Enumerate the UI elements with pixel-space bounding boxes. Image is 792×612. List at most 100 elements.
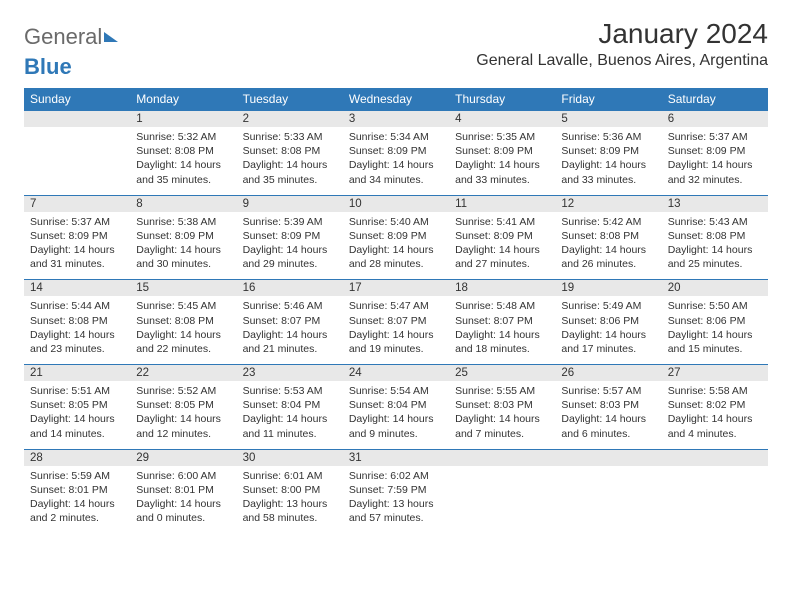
calendar-day: 11Sunrise: 5:41 AMSunset: 8:09 PMDayligh…	[449, 195, 555, 280]
location: General Lavalle, Buenos Aires, Argentina	[476, 52, 768, 70]
daylight: Daylight: 14 hours and 14 minutes.	[30, 412, 124, 440]
calendar-day: 8Sunrise: 5:38 AMSunset: 8:09 PMDaylight…	[130, 195, 236, 280]
calendar-day: 10Sunrise: 5:40 AMSunset: 8:09 PMDayligh…	[343, 195, 449, 280]
day-body: Sunrise: 5:48 AMSunset: 8:07 PMDaylight:…	[449, 296, 555, 364]
daylight: Daylight: 14 hours and 31 minutes.	[30, 243, 124, 271]
day-number: 26	[555, 365, 661, 381]
daylight: Daylight: 13 hours and 57 minutes.	[349, 497, 443, 525]
sunset: Sunset: 8:08 PM	[243, 144, 337, 158]
sunset: Sunset: 8:03 PM	[455, 398, 549, 412]
daylight: Daylight: 14 hours and 19 minutes.	[349, 328, 443, 356]
day-body: Sunrise: 5:58 AMSunset: 8:02 PMDaylight:…	[662, 381, 768, 449]
day-number: 17	[343, 280, 449, 296]
daylight: Daylight: 14 hours and 0 minutes.	[136, 497, 230, 525]
calendar-day: 20Sunrise: 5:50 AMSunset: 8:06 PMDayligh…	[662, 280, 768, 365]
sunset: Sunset: 8:08 PM	[136, 314, 230, 328]
daylight: Daylight: 14 hours and 25 minutes.	[668, 243, 762, 271]
sunset: Sunset: 8:05 PM	[30, 398, 124, 412]
sunrise: Sunrise: 5:59 AM	[30, 469, 124, 483]
sunset: Sunset: 8:04 PM	[243, 398, 337, 412]
sunset: Sunset: 8:09 PM	[349, 229, 443, 243]
sunrise: Sunrise: 5:48 AM	[455, 299, 549, 313]
calendar-day: 26Sunrise: 5:57 AMSunset: 8:03 PMDayligh…	[555, 365, 661, 450]
sunset: Sunset: 8:01 PM	[30, 483, 124, 497]
sunset: Sunset: 8:09 PM	[561, 144, 655, 158]
calendar-day: 14Sunrise: 5:44 AMSunset: 8:08 PMDayligh…	[24, 280, 130, 365]
daylight: Daylight: 14 hours and 22 minutes.	[136, 328, 230, 356]
daylight: Daylight: 14 hours and 15 minutes.	[668, 328, 762, 356]
sunrise: Sunrise: 5:37 AM	[668, 130, 762, 144]
day-number: 24	[343, 365, 449, 381]
sunset: Sunset: 8:07 PM	[243, 314, 337, 328]
logo-mark-icon	[104, 32, 118, 42]
calendar-day: 1Sunrise: 5:32 AMSunset: 8:08 PMDaylight…	[130, 111, 236, 196]
calendar-body: 1Sunrise: 5:32 AMSunset: 8:08 PMDaylight…	[24, 111, 768, 534]
day-body: Sunrise: 5:37 AMSunset: 8:09 PMDaylight:…	[662, 127, 768, 195]
calendar-row: 14Sunrise: 5:44 AMSunset: 8:08 PMDayligh…	[24, 280, 768, 365]
day-body: Sunrise: 5:54 AMSunset: 8:04 PMDaylight:…	[343, 381, 449, 449]
calendar-day: 17Sunrise: 5:47 AMSunset: 8:07 PMDayligh…	[343, 280, 449, 365]
calendar-day-empty	[555, 449, 661, 533]
sunrise: Sunrise: 5:45 AM	[136, 299, 230, 313]
day-number: 4	[449, 111, 555, 127]
day-body: Sunrise: 5:44 AMSunset: 8:08 PMDaylight:…	[24, 296, 130, 364]
day-number: 15	[130, 280, 236, 296]
sunrise: Sunrise: 5:41 AM	[455, 215, 549, 229]
sunrise: Sunrise: 6:02 AM	[349, 469, 443, 483]
day-number: 5	[555, 111, 661, 127]
daylight: Daylight: 14 hours and 35 minutes.	[136, 158, 230, 186]
calendar-day: 5Sunrise: 5:36 AMSunset: 8:09 PMDaylight…	[555, 111, 661, 196]
sunrise: Sunrise: 5:36 AM	[561, 130, 655, 144]
daylight: Daylight: 14 hours and 21 minutes.	[243, 328, 337, 356]
daylight: Daylight: 14 hours and 2 minutes.	[30, 497, 124, 525]
day-number: 31	[343, 450, 449, 466]
calendar-day: 28 Sunrise: 5:59 AMSunset: 8:01 PMDayligh…	[24, 449, 130, 533]
calendar-day: 19Sunrise: 5:49 AMSunset: 8:06 PMDayligh…	[555, 280, 661, 365]
day-number: 19	[555, 280, 661, 296]
calendar-day: 31Sunrise: 6:02 AMSunset: 7:59 PMDayligh…	[343, 449, 449, 533]
day-body: Sunrise: 5:50 AMSunset: 8:06 PMDaylight:…	[662, 296, 768, 364]
day-number: 1	[130, 111, 236, 127]
day-body: Sunrise: 5:34 AMSunset: 8:09 PMDaylight:…	[343, 127, 449, 195]
weekday-header: Sunday	[24, 88, 130, 111]
sunset: Sunset: 8:08 PM	[136, 144, 230, 158]
weekday-header-row: SundayMondayTuesdayWednesdayThursdayFrid…	[24, 88, 768, 111]
calendar-row: 21Sunrise: 5:51 AMSunset: 8:05 PMDayligh…	[24, 365, 768, 450]
sunrise: Sunrise: 5:42 AM	[561, 215, 655, 229]
day-number: 13	[662, 196, 768, 212]
sunrise: Sunrise: 5:34 AM	[349, 130, 443, 144]
sunset: Sunset: 8:09 PM	[349, 144, 443, 158]
sunset: Sunset: 8:08 PM	[561, 229, 655, 243]
calendar-day: 21Sunrise: 5:51 AMSunset: 8:05 PMDayligh…	[24, 365, 130, 450]
calendar-day-empty	[662, 449, 768, 533]
sunset: Sunset: 8:09 PM	[136, 229, 230, 243]
sunrise: Sunrise: 6:01 AM	[243, 469, 337, 483]
weekday-header: Thursday	[449, 88, 555, 111]
day-body: Sunrise: 5:57 AMSunset: 8:03 PMDaylight:…	[555, 381, 661, 449]
sunset: Sunset: 8:09 PM	[243, 229, 337, 243]
sunrise: Sunrise: 5:40 AM	[349, 215, 443, 229]
brand-part2: Blue	[24, 54, 72, 79]
day-body: Sunrise: 6:00 AMSunset: 8:01 PMDaylight:…	[130, 466, 236, 534]
calendar-day: 27Sunrise: 5:58 AMSunset: 8:02 PMDayligh…	[662, 365, 768, 450]
calendar-day: 16Sunrise: 5:46 AMSunset: 8:07 PMDayligh…	[237, 280, 343, 365]
day-number: 12	[555, 196, 661, 212]
sunset: Sunset: 8:08 PM	[30, 314, 124, 328]
day-number: 23	[237, 365, 343, 381]
day-body: Sunrise: 5:36 AMSunset: 8:09 PMDaylight:…	[555, 127, 661, 195]
day-body: Sunrise: 5:52 AMSunset: 8:05 PMDaylight:…	[130, 381, 236, 449]
logo: General	[24, 18, 118, 50]
sunrise: Sunrise: 5:37 AM	[30, 215, 124, 229]
sunrise: Sunrise: 5:38 AM	[136, 215, 230, 229]
calendar-day: 25Sunrise: 5:55 AMSunset: 8:03 PMDayligh…	[449, 365, 555, 450]
calendar-day-empty	[449, 449, 555, 533]
sunset: Sunset: 8:09 PM	[455, 144, 549, 158]
daylight: Daylight: 14 hours and 17 minutes.	[561, 328, 655, 356]
sunrise: Sunrise: 5:33 AM	[243, 130, 337, 144]
sunrise: Sunrise: 5:53 AM	[243, 384, 337, 398]
calendar-day: 4Sunrise: 5:35 AMSunset: 8:09 PMDaylight…	[449, 111, 555, 196]
daylight: Daylight: 14 hours and 6 minutes.	[561, 412, 655, 440]
day-number: 28	[24, 450, 130, 466]
day-body: Sunrise: 5:55 AMSunset: 8:03 PMDaylight:…	[449, 381, 555, 449]
day-number: 16	[237, 280, 343, 296]
